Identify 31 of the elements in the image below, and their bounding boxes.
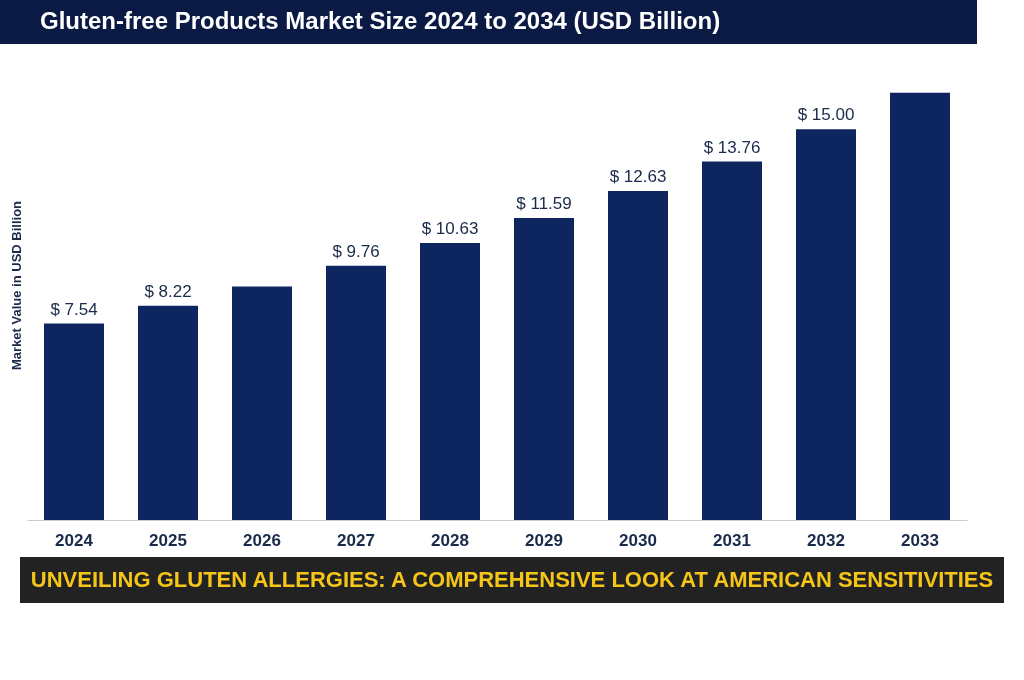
bar: [702, 161, 762, 520]
x-tick-label: 2030: [619, 530, 657, 550]
x-tick-label: 2029: [525, 530, 563, 550]
x-tick-label: 2032: [807, 530, 845, 550]
data-label: $ 10.63: [421, 219, 479, 239]
x-tick-label: 2027: [337, 530, 375, 550]
bar: [608, 190, 668, 520]
x-tick-label: 2028: [431, 530, 469, 550]
x-tick-label: 2024: [55, 530, 94, 550]
chart-title: Gluten-free Products Market Size 2024 to 2034 (USD Billion): [40, 7, 721, 34]
text: UNVEILING GLUTEN ALLERGIES: A COMPREHENSIVE LOOK AT AMERICAN SENSITIVITIES: [30, 567, 994, 593]
x-tick-label: 2026: [243, 530, 281, 550]
data-label: $ 12.63: [609, 166, 667, 186]
bar: [44, 323, 104, 520]
data-label: $ 7.54: [50, 299, 98, 319]
bar: [232, 286, 292, 520]
bar: [326, 265, 386, 520]
bar: [420, 243, 480, 520]
data-label: $ 15.00: [797, 105, 855, 125]
data-label: $ 9.76: [332, 241, 380, 261]
x-tick-label: 2031: [713, 530, 751, 550]
x-tick-label: 2025: [149, 530, 187, 550]
bar: [514, 218, 574, 520]
data-label: $ 13.76: [703, 137, 761, 157]
y-axis-title: Market Value in USD Billion: [8, 200, 24, 371]
x-tick-label: 2033: [901, 530, 939, 550]
data-label: $ 11.59: [516, 194, 572, 214]
bar: [890, 92, 950, 520]
bar: [138, 305, 198, 520]
bar: [796, 129, 856, 520]
data-label: $ 8.22: [144, 281, 192, 301]
